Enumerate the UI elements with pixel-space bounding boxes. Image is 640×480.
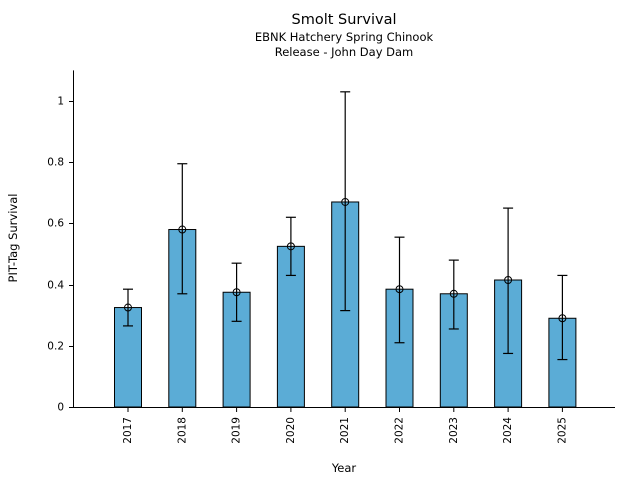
marker-2022 [395, 285, 404, 294]
marker-2021 [341, 197, 350, 206]
x-tick-label-2024: 2024 [502, 417, 514, 444]
y-tick-label-0: 0 [57, 402, 64, 414]
x-tick-label-2025: 2025 [556, 417, 568, 444]
x-axis-label: Year [331, 461, 357, 475]
x-tick-label-2022: 2022 [394, 417, 406, 444]
marker-2024 [504, 276, 513, 285]
marker-2023 [449, 289, 458, 298]
y-tick-label-0.6: 0.6 [47, 218, 64, 230]
marker-2020 [286, 242, 295, 251]
y-tick-label-0.2: 0.2 [47, 341, 64, 353]
y-tick-label-0.4: 0.4 [47, 280, 64, 292]
marker-2025 [558, 314, 567, 323]
x-tick-label-2018: 2018 [176, 417, 188, 444]
marker-2019 [232, 288, 241, 297]
bar-2017 [114, 307, 142, 408]
x-tick-label-2021: 2021 [339, 417, 351, 444]
y-tick-label-0.8: 0.8 [47, 157, 64, 169]
marker-2017 [124, 303, 132, 312]
marker-2018 [178, 225, 187, 234]
chart-title: Smolt Survival [291, 12, 397, 28]
chart-subtitle-line1: EBNK Hatchery Spring Chinook [254, 30, 434, 44]
x-tick-label-2019: 2019 [231, 417, 243, 444]
x-tick-label-2023: 2023 [448, 417, 460, 444]
x-tick-label-2017: 2017 [122, 417, 134, 444]
title-block: Smolt Survival EBNK Hatchery Spring Chin… [73, 11, 615, 59]
x-tick-label-2020: 2020 [285, 417, 297, 444]
chart-subtitle-line2: Release - John Day Dam [274, 44, 414, 59]
y-tick-label-1: 1 [57, 96, 64, 108]
